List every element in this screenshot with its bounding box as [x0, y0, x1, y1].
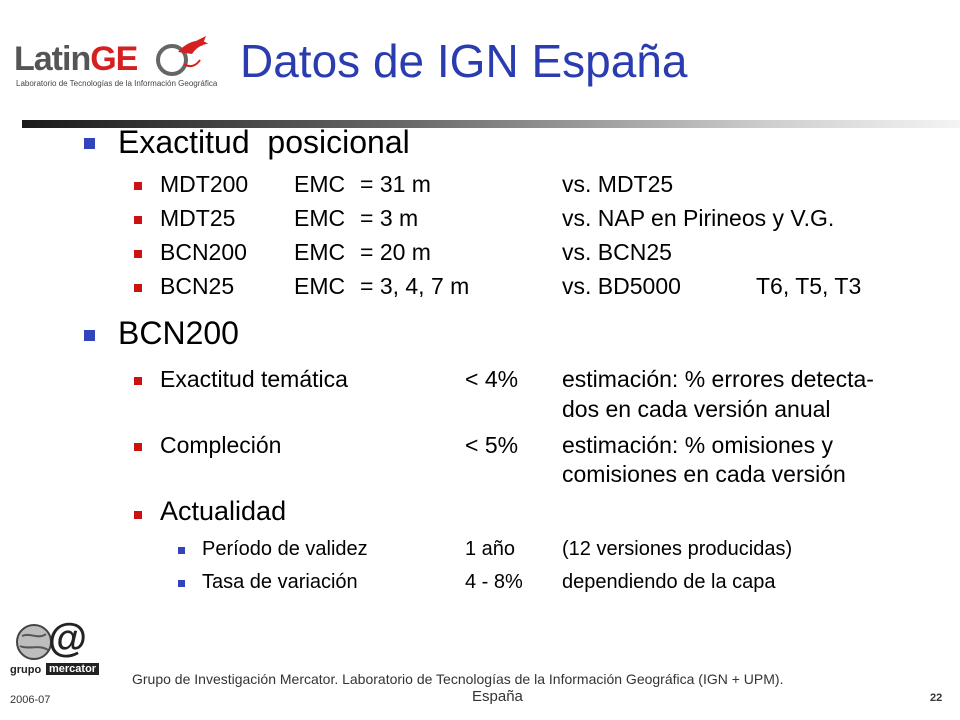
- item-description: comisiones en cada versión: [562, 461, 846, 487]
- footer-date: 2006-07: [10, 694, 51, 706]
- logo-text-ge: GE: [90, 40, 138, 78]
- page-number: 22: [930, 692, 943, 704]
- row-product: BCN25: [160, 273, 235, 299]
- grupo-mercator-logo: @ grupo mercator: [8, 616, 100, 684]
- logo-wordmark: LatinGE: [14, 40, 138, 79]
- row-reference: vs. NAP en Pirineos y V.G.: [562, 205, 835, 231]
- actualidad-description: (12 versiones producidas): [562, 538, 793, 560]
- bullet-level3: [178, 580, 185, 587]
- row-metric: EMC: [294, 171, 346, 197]
- row-reference: vs. BD5000: [562, 273, 681, 299]
- logo-text-mercator: mercator: [46, 663, 100, 675]
- item-label: Exactitud temática: [160, 366, 348, 392]
- item-description: estimación: % omisiones y: [562, 432, 833, 458]
- heading-exactitud-posicional: Exactitud posicional: [118, 124, 410, 160]
- row-metric: EMC: [294, 239, 346, 265]
- logo-globe-icon: [156, 36, 208, 76]
- logo-subtitle: Laboratorio de Tecnologías de la Informa…: [16, 79, 218, 88]
- bullet-level1: [84, 138, 95, 149]
- heading-actualidad: Actualidad: [160, 496, 287, 526]
- actualidad-label: Tasa de variación: [202, 571, 358, 593]
- slide-title: Datos de IGN España: [240, 35, 688, 87]
- logo-text-latin: Latin: [14, 40, 91, 78]
- bullet-level3: [178, 547, 185, 554]
- bullet-level2: [134, 250, 142, 258]
- row-metric: EMC: [294, 273, 346, 299]
- actualidad-description: dependiendo de la capa: [562, 571, 776, 593]
- bullet-level2: [134, 216, 142, 224]
- row-reference: vs. MDT25: [562, 171, 674, 197]
- title-divider: [22, 120, 960, 128]
- bullet-level2: [134, 377, 142, 385]
- item-value: < 5%: [465, 432, 519, 458]
- item-value: < 4%: [465, 366, 519, 392]
- row-product: MDT25: [160, 205, 236, 231]
- footer-credit: Grupo de Investigación Mercator. Laborat…: [132, 671, 784, 687]
- globe-icon: [16, 624, 52, 660]
- heading-bcn200: BCN200: [118, 315, 239, 351]
- row-value: = 3 m: [360, 205, 419, 231]
- bullet-level2: [134, 511, 142, 519]
- bullet-level2: [134, 182, 142, 190]
- actualidad-value: 1 año: [465, 538, 516, 560]
- actualidad-label: Período de validez: [202, 538, 368, 560]
- item-description: estimación: % errores detecta-: [562, 366, 874, 392]
- bullet-level1: [84, 330, 95, 341]
- latingeo-logo: LatinGE Laboratorio de Tecnologías de la…: [12, 34, 217, 96]
- row-value: = 31 m: [360, 171, 431, 197]
- actualidad-value: 4 - 8%: [465, 571, 523, 593]
- item-description: dos en cada versión anual: [562, 396, 831, 422]
- row-value: = 20 m: [360, 239, 431, 265]
- row-value: = 3, 4, 7 m: [360, 273, 470, 299]
- row-metric: EMC: [294, 205, 346, 231]
- row-product: BCN200: [160, 239, 247, 265]
- item-label: Compleción: [160, 432, 282, 458]
- bullet-level2: [134, 443, 142, 451]
- logo-text-grupo: grupo: [10, 664, 42, 676]
- footer-country: España: [472, 688, 523, 705]
- at-sign-icon: @: [48, 616, 88, 660]
- row-reference: vs. BCN25: [562, 239, 672, 265]
- bullet-level2: [134, 284, 142, 292]
- row-extra: T6, T5, T3: [756, 273, 862, 299]
- row-product: MDT200: [160, 171, 249, 197]
